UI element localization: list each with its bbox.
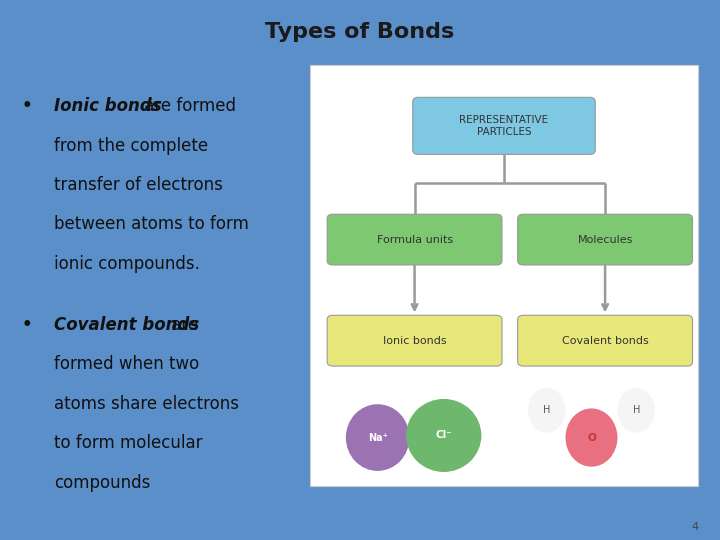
Text: between atoms to form: between atoms to form [54, 215, 249, 233]
Text: Types of Bonds: Types of Bonds [266, 22, 454, 42]
FancyBboxPatch shape [310, 65, 698, 486]
FancyBboxPatch shape [327, 315, 502, 366]
Text: •: • [22, 97, 32, 115]
Text: Ionic bonds: Ionic bonds [54, 97, 161, 115]
Text: O: O [587, 433, 596, 443]
Text: to form molecular: to form molecular [54, 434, 202, 452]
Text: Formula units: Formula units [377, 234, 453, 245]
Text: compounds: compounds [54, 474, 150, 491]
FancyBboxPatch shape [518, 214, 693, 265]
Text: H: H [543, 405, 551, 415]
Text: Covalent bonds: Covalent bonds [54, 316, 199, 334]
FancyBboxPatch shape [413, 97, 595, 154]
Text: are formed: are formed [139, 97, 236, 115]
Ellipse shape [528, 388, 565, 433]
FancyBboxPatch shape [518, 315, 693, 366]
Text: REPRESENTATIVE
PARTICLES: REPRESENTATIVE PARTICLES [459, 115, 549, 137]
Text: •: • [22, 316, 32, 334]
Text: formed when two: formed when two [54, 355, 199, 373]
Text: H: H [632, 405, 640, 415]
Text: Covalent bonds: Covalent bonds [562, 336, 649, 346]
Text: 4: 4 [691, 522, 698, 532]
Text: Cl⁻: Cl⁻ [436, 430, 452, 441]
Ellipse shape [566, 409, 617, 466]
Text: are: are [166, 316, 198, 334]
Ellipse shape [618, 388, 654, 433]
FancyBboxPatch shape [327, 214, 502, 265]
Text: atoms share electrons: atoms share electrons [54, 395, 239, 413]
Ellipse shape [346, 405, 409, 470]
Text: Molecules: Molecules [577, 234, 633, 245]
Ellipse shape [407, 400, 481, 471]
Text: Na⁺: Na⁺ [368, 433, 387, 443]
Text: ionic compounds.: ionic compounds. [54, 255, 200, 273]
Text: Ionic bonds: Ionic bonds [383, 336, 446, 346]
Text: transfer of electrons: transfer of electrons [54, 176, 223, 194]
Text: from the complete: from the complete [54, 137, 208, 154]
